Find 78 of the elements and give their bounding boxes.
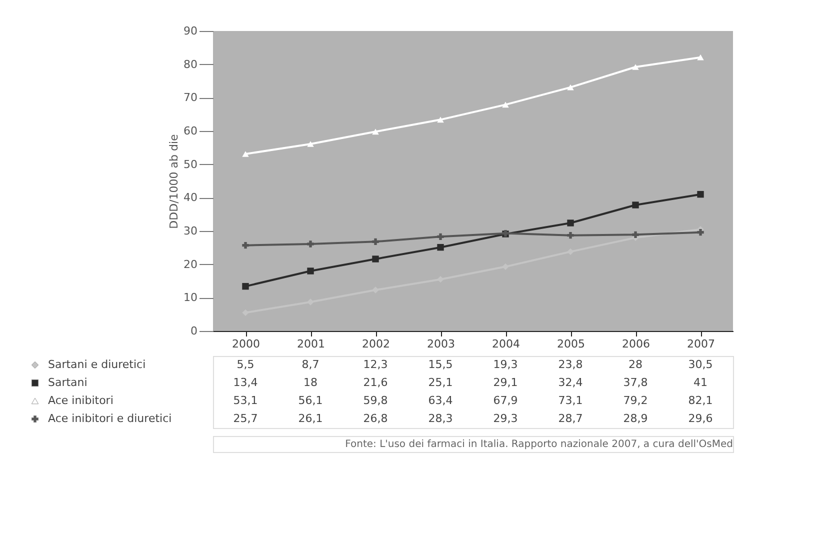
- x-tick-label: 2003: [427, 338, 455, 350]
- source-note: Fonte: L'uso dei farmaci in Italia. Rapporto nazionale 2007, a cura dell'OsMed: [345, 439, 733, 450]
- point: [242, 151, 249, 157]
- legend-label: Ace inibitori: [48, 394, 114, 407]
- point: [307, 240, 314, 248]
- data-label: 59,8: [363, 394, 388, 407]
- data-label: 13,4: [233, 376, 258, 389]
- y-tick-label: 70: [184, 91, 198, 104]
- data-label: 26,1: [298, 412, 323, 425]
- data-label: 28,7: [558, 412, 583, 425]
- point: [632, 231, 639, 238]
- data-label: 29,6: [688, 412, 713, 425]
- data-label: 30,5: [688, 358, 713, 371]
- point: [697, 228, 704, 236]
- data-label: 82,1: [688, 394, 713, 407]
- data-label: 25,1: [428, 376, 453, 389]
- data-label: 25,7: [233, 412, 258, 425]
- data-label: 28,9: [623, 412, 648, 425]
- data-label: 12,3: [363, 358, 388, 371]
- x-tick-label: 2004: [492, 338, 520, 350]
- point: [242, 282, 249, 290]
- data-label: 21,6: [363, 376, 388, 389]
- point: [437, 244, 444, 251]
- y-axis-title: DDD/1000 ab die: [168, 134, 181, 229]
- y-tick-label: 10: [184, 291, 198, 304]
- y-tick-label: 40: [184, 191, 198, 204]
- data-label: 5,5: [236, 358, 254, 371]
- y-tick-label: 60: [184, 124, 198, 138]
- point: [372, 238, 379, 246]
- point: [372, 256, 379, 262]
- point: [437, 116, 444, 123]
- data-label: 79,2: [623, 394, 648, 407]
- y-tick-label: 90: [184, 24, 198, 38]
- y-tick-label: 30: [184, 224, 198, 238]
- data-label: 8,7: [302, 358, 320, 371]
- point: [632, 202, 639, 208]
- data-label: 41: [694, 376, 708, 389]
- point: [242, 242, 249, 249]
- point: [697, 54, 704, 60]
- data-label: 26,8: [363, 412, 388, 425]
- data-label: 29,3: [493, 412, 518, 425]
- data-label: 28: [628, 358, 642, 371]
- point: [307, 141, 314, 147]
- data-label: 73,1: [558, 394, 583, 407]
- point: [307, 268, 314, 274]
- legend-label: Ace inibitori e diuretici: [48, 412, 172, 425]
- data-label: 28,3: [428, 412, 453, 425]
- data-label: 29,1: [493, 376, 518, 389]
- point: [567, 84, 574, 90]
- point: [567, 232, 574, 239]
- point: [502, 102, 509, 108]
- data-label: 15,5: [428, 358, 453, 371]
- legend-label: Sartani: [48, 376, 88, 389]
- data-label: 56,1: [298, 394, 323, 407]
- x-tick-label: 2005: [557, 338, 585, 350]
- point: [372, 128, 379, 135]
- point: [437, 233, 444, 240]
- x-tick-label: 2007: [687, 338, 715, 350]
- data-label: 19,3: [493, 358, 518, 371]
- data-label: 23,8: [558, 358, 583, 371]
- x-tick-label: 2006: [622, 338, 650, 350]
- y-tick-label: 50: [184, 158, 198, 171]
- data-label: 18: [304, 376, 318, 389]
- x-tick-label: 2001: [297, 338, 325, 350]
- x-tick-label: 2002: [362, 338, 390, 350]
- legend-label: Sartani e diuretici: [48, 358, 146, 371]
- y-tick-label: 20: [184, 258, 198, 271]
- data-label: 63,4: [428, 394, 453, 407]
- data-label: 53,1: [233, 394, 258, 407]
- data-label: 32,4: [558, 376, 583, 389]
- data-label: 37,8: [623, 376, 648, 389]
- point: [632, 64, 639, 70]
- point: [697, 190, 704, 198]
- x-tick-label: 2000: [232, 338, 260, 350]
- y-tick-label: 0: [190, 324, 198, 338]
- data-label: 67,9: [493, 394, 518, 407]
- y-tick-label: 80: [184, 58, 198, 71]
- point: [567, 220, 574, 226]
